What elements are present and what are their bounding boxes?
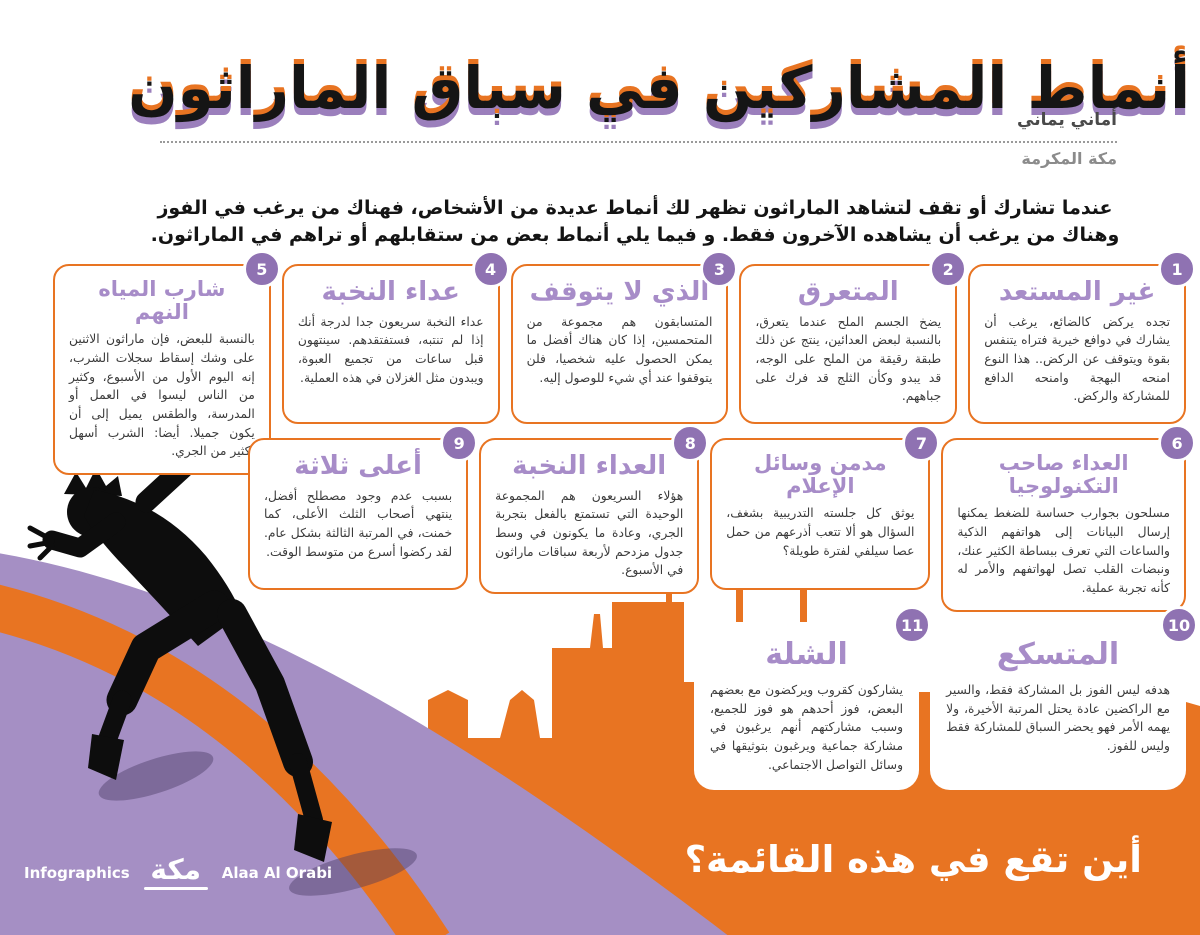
card-number-badge: 9	[440, 424, 479, 462]
card-body-text: هؤلاء السريعون هم المجموعة الوحيدة التي …	[495, 488, 684, 578]
card-body-text: مسلحون بجوارب حساسة للضغط يمكنها إرسال ا…	[957, 506, 1170, 595]
card-title: مدمن وسائل الإعلام	[754, 451, 887, 499]
footer-credits: Infographics مكة Alaa Al Orabi	[24, 856, 332, 890]
card-number-badge: 2	[929, 250, 968, 288]
card-title: غير المستعد	[998, 277, 1156, 307]
card-body-text: تجده يركض كالضائع، يرغب أن يشارك في دواف…	[984, 314, 1170, 404]
card-number-badge: 5	[242, 250, 281, 288]
card-body-text: يشاركون كقروب ويركضون مع بعضهم البعض، فو…	[710, 683, 904, 772]
byline-author: أماني يماني	[1017, 110, 1117, 130]
card-title: المتعرق	[797, 277, 899, 307]
footer-infographics-label: Infographics	[24, 864, 130, 882]
cards-row-3: 10 المتسكع هدفه ليس الفوز بل المشاركة فق…	[694, 606, 1198, 790]
type-card: 7 مدمن وسائل الإعلام يوثق كل جلسته التدر…	[710, 424, 941, 590]
card-body-text: المتسابقون هم مجموعة من المتحمسين، إذا ك…	[526, 314, 713, 385]
card-title: العداء النخبة	[512, 451, 667, 481]
card-number-badge: 1	[1158, 250, 1196, 288]
footer-designer-name: Alaa Al Orabi	[221, 864, 333, 882]
type-card: 1 غير المستعد تجده يركض كالضائع، يرغب أن…	[968, 250, 1196, 424]
card-body-text: بسبب عدم وجود مصطلح أفضل، ينتهي أصحاب ال…	[263, 488, 453, 559]
card-number-badge: 11	[893, 606, 932, 644]
card-body-text: يوثق كل جلسته التدريبية بشغف، السؤال هو …	[726, 506, 915, 558]
card-number-badge: 3	[700, 250, 739, 288]
card-title: الشلة	[765, 637, 848, 672]
cards-row-1: 1 غير المستعد تجده يركض كالضائع، يرغب أن…	[53, 250, 1196, 475]
type-card: 10 المتسكع هدفه ليس الفوز بل المشاركة فق…	[930, 606, 1198, 790]
card-title: عداء النخبة	[321, 277, 460, 307]
makkah-logo-underline	[143, 887, 208, 890]
card-number-badge: 7	[902, 424, 941, 462]
card-title: أعلى ثلاثة	[294, 451, 422, 481]
type-card: 3 الذي لا يتوقف المتسابقون هم مجموعة من …	[510, 250, 739, 424]
type-card: 5 شارب المياه النهم بالنسبة للبعض، فإن م…	[53, 250, 281, 475]
card-body-text: عداء النخبة سريعون جدا لدرجة أنك إذا لم …	[297, 314, 484, 385]
byline-divider	[160, 141, 1117, 143]
card-number-badge: 10	[1160, 606, 1198, 644]
closing-question: أين تقع في هذه القائمة؟	[684, 838, 1142, 881]
card-body-text: يضخ الجسم الملح عندما يتعرق، بالنسبة لبع…	[755, 314, 942, 404]
card-title: الذي لا يتوقف	[529, 277, 710, 307]
runner-shadows	[98, 751, 417, 896]
type-card: 6 العداء صاحب التكنولوجيا مسلحون بجوارب …	[941, 424, 1196, 612]
type-card: 4 عداء النخبة عداء النخبة سريعون جدا لدر…	[281, 250, 510, 424]
card-body-text: بالنسبة للبعض، فإن ماراثون الاثنين على و…	[69, 332, 255, 459]
card-number-badge: 8	[671, 424, 710, 462]
makkah-logo-text: مكة	[150, 853, 202, 886]
intro-paragraph: عندما تشارك أو تقف لتشاهد الماراثون تظهر…	[150, 197, 1120, 246]
card-number-badge: 6	[1158, 424, 1196, 462]
page-title: أنماط المشاركين في سباق الماراثون	[128, 53, 1190, 122]
card-body-text: هدفه ليس الفوز بل المشاركة فقط، والسير م…	[946, 683, 1170, 754]
type-card: 8 العداء النخبة هؤلاء السريعون هم المجمو…	[479, 424, 710, 595]
purple-hill-shape	[0, 553, 728, 935]
type-card: 11 الشلة يشاركون كقروب ويركضون مع بعضهم …	[694, 606, 932, 790]
card-title: المتسكع	[996, 637, 1120, 672]
makkah-newspaper-logo: مكة	[143, 853, 208, 890]
type-card: 2 المتعرق يضخ الجسم الملح عندما يتعرق، ب…	[739, 250, 968, 424]
card-number-badge: 4	[471, 250, 510, 288]
card-title: العداء صاحب التكنولوجيا	[998, 451, 1129, 499]
card-title: شارب المياه النهم	[98, 277, 226, 325]
byline-location: مكة المكرمة	[1021, 149, 1117, 168]
track-arc-shape	[0, 584, 450, 935]
cards-row-2: 6 العداء صاحب التكنولوجيا مسلحون بجوارب …	[247, 424, 1196, 612]
type-card: 9 أعلى ثلاثة بسبب عدم وجود مصطلح أفضل، ي…	[247, 424, 479, 590]
